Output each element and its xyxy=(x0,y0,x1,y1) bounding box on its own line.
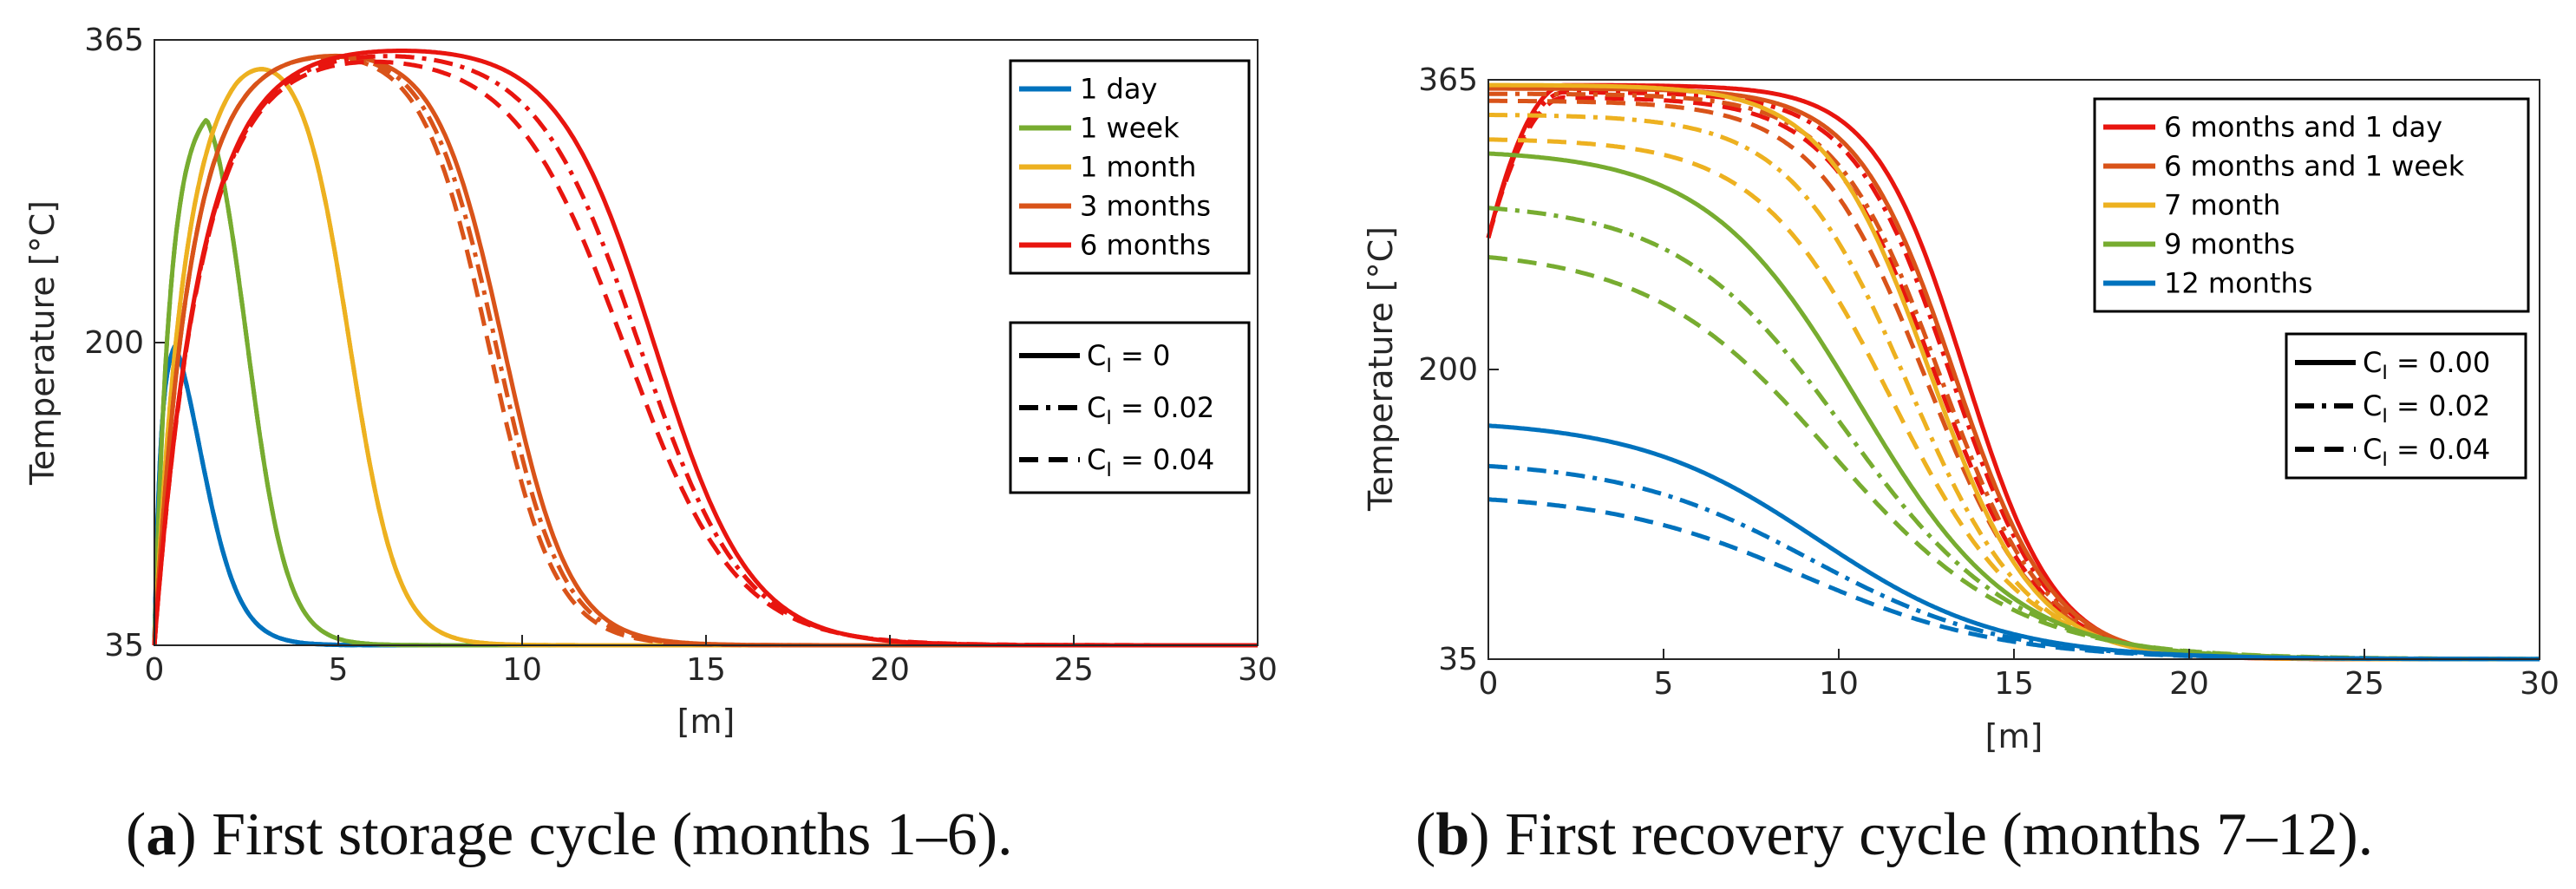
legend-style-label-dashdot: CI = 0.02 xyxy=(1087,391,1214,429)
x-tick-label: 10 xyxy=(502,652,542,688)
legend-box xyxy=(1009,59,1251,275)
legend-label-1-week: 1 week xyxy=(1080,112,1180,145)
legend-subscript: I xyxy=(1106,356,1112,377)
x-tick-label: 20 xyxy=(2169,666,2209,702)
legend-style-label-solid: CI = 0 xyxy=(1087,339,1170,377)
legend-style-label-solid: CI = 0.00 xyxy=(2363,346,2490,384)
legend-style-label-dashed: CI = 0.04 xyxy=(2363,433,2490,471)
panel-b-caption-text: First recovery cycle (months 7–12). xyxy=(1505,801,2373,868)
legend-label-6-months: 6 months xyxy=(1080,229,1211,262)
legend-label-12-months: 12 months xyxy=(2164,267,2312,300)
y-tick-label: 200 xyxy=(1418,352,1478,388)
series-line-7-month-ci-0-04 xyxy=(1487,137,2540,662)
y-tick-label: 365 xyxy=(1418,62,1478,98)
panel-b-y-axis-label: Temperature [°C] xyxy=(1362,226,1400,512)
legend-label-1-month: 1 month xyxy=(1080,151,1196,184)
panel-b-caption-label: b xyxy=(1435,801,1469,868)
panel-b-x-axis-label: [m] xyxy=(1985,717,2043,755)
panel-a-caption-label: a xyxy=(146,801,176,868)
x-tick-label: 30 xyxy=(2520,666,2560,702)
panel-b-y-ticks: 35 200 365 xyxy=(1418,62,1499,677)
legend-symbol: C xyxy=(2363,389,2382,422)
legend-subscript: I xyxy=(2382,363,2388,384)
legend-label-9-months: 9 months xyxy=(2164,228,2295,261)
y-tick-label: 200 xyxy=(84,325,144,361)
legend-symbol: C xyxy=(1087,339,1106,372)
x-tick-label: 0 xyxy=(145,652,165,688)
panel-b-recovery-cycle: 0 5 10 15 20 25 30 35 200 365 [m] Temperature [°… xyxy=(1362,62,2560,755)
y-tick-label: 35 xyxy=(104,628,144,663)
legend-label-3-months: 3 months xyxy=(1080,190,1211,223)
x-tick-label: 5 xyxy=(329,652,349,688)
legend-symbol: C xyxy=(2363,346,2382,379)
legend-value: = 0 xyxy=(1112,339,1171,372)
legend-subscript: I xyxy=(2382,449,2388,471)
legend-label-6-months-and-1-day: 6 months and 1 day xyxy=(2164,111,2442,144)
y-tick-label: 35 xyxy=(1438,642,1478,677)
x-tick-label: 0 xyxy=(1479,666,1499,702)
legend-value: = 0.02 xyxy=(2388,389,2490,422)
panel-a-caption: (a) First storage cycle (months 1–6). xyxy=(126,801,1013,868)
legend-subscript: I xyxy=(2382,406,2388,428)
legend-subscript: I xyxy=(1106,460,1112,481)
legend-symbol: C xyxy=(2363,433,2382,466)
panel-a-x-axis-label: [m] xyxy=(677,703,736,741)
x-tick-label: 30 xyxy=(1238,652,1278,688)
x-tick-label: 5 xyxy=(1654,666,1674,702)
x-tick-label: 15 xyxy=(1994,666,2034,702)
legend-value: = 0.02 xyxy=(1112,391,1214,424)
x-tick-label: 25 xyxy=(2344,666,2384,702)
panel-a-y-axis-label: Temperature [°C] xyxy=(23,200,62,486)
series-line-6-months-ci-0-02 xyxy=(152,54,1259,648)
legend-value: = 0.00 xyxy=(2388,346,2490,379)
legend-label-6-months-and-1-week: 6 months and 1 week xyxy=(2164,150,2465,183)
legend-label-7-month: 7 month xyxy=(2164,189,2280,222)
legend-subscript: I xyxy=(1106,408,1112,429)
legend-label-1-day: 1 day xyxy=(1080,73,1157,106)
panel-a-time-legend: 1 day 1 week 1 month 3 months 6 months xyxy=(1009,59,1251,275)
panel-b-x-ticks: 0 5 10 15 20 25 30 xyxy=(1479,649,2560,702)
legend-style-label-dashed: CI = 0.04 xyxy=(1087,443,1214,481)
x-tick-label: 25 xyxy=(1054,652,1094,688)
legend-symbol: C xyxy=(1087,443,1106,476)
x-tick-label: 15 xyxy=(686,652,726,688)
legend-value: = 0.04 xyxy=(1112,443,1214,476)
legend-style-label-dashdot: CI = 0.02 xyxy=(2363,389,2490,428)
x-tick-label: 10 xyxy=(1819,666,1859,702)
x-tick-label: 20 xyxy=(870,652,910,688)
legend-symbol: C xyxy=(1087,391,1106,424)
panel-a-x-ticks: 0 5 10 15 20 25 30 xyxy=(145,635,1278,688)
legend-value: = 0.04 xyxy=(2388,433,2490,466)
legend-box xyxy=(2093,97,2530,313)
panel-b-caption: (b) First recovery cycle (months 7–12). xyxy=(1415,801,2373,868)
panel-a-y-ticks: 35 200 365 xyxy=(84,23,165,663)
panel-b-time-legend: 6 months and 1 day 6 months and 1 week 7 m… xyxy=(2093,97,2530,313)
y-tick-label: 365 xyxy=(84,23,144,58)
panel-a-storage-cycle: 0 5 10 15 20 25 30 35 200 365 [m] Temperature [°… xyxy=(23,23,1278,741)
panel-a-caption-text: First storage cycle (months 1–6). xyxy=(212,801,1012,868)
